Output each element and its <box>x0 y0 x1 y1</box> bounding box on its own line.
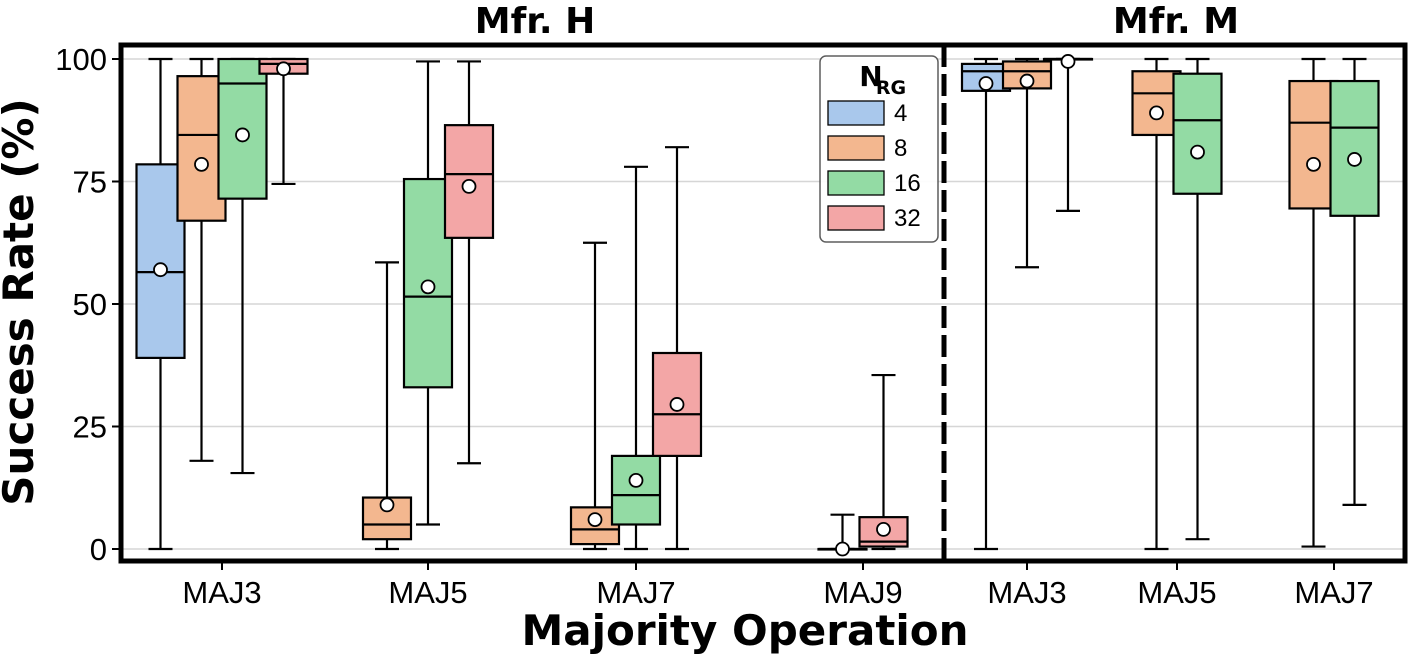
box-mfrh-maj7-n16-mean-marker <box>628 472 644 488</box>
box-mfrh-maj9-n32 <box>858 373 909 551</box>
box-mfrh-maj3-n4-mean-marker <box>153 262 168 278</box>
box-mfrh-maj7-n16-body <box>610 454 662 526</box>
legend-swatch-8 <box>827 135 885 161</box>
box-mfrm-maj3-n16-mean-marker <box>1060 54 1076 69</box>
panel-title-mfr-m: Mfr. M <box>1113 1 1239 42</box>
y-tick-label-0: 0 <box>90 532 107 567</box>
y-tick-label-100: 100 <box>55 42 107 77</box>
box-mfrm-maj7-n16 <box>1329 57 1380 506</box>
panel-title-mfr-h: Mfr. H <box>475 1 595 42</box>
box-mfrh-maj5-n32 <box>443 60 495 465</box>
box-mfrh-maj5-n8-mean-marker <box>379 497 395 513</box>
box-mfrh-maj7-n8-mean-marker <box>587 512 603 527</box>
box-mfrm-maj5-n8-mean-marker <box>1149 105 1164 121</box>
box-mfrm-maj3-n8-mean-marker <box>1019 73 1035 89</box>
y-tick-label-75: 75 <box>73 165 107 200</box>
box-mfrh-maj7-n16 <box>610 165 662 551</box>
box-mfrh-maj3-n8-mean-marker <box>194 156 209 172</box>
box-mfrh-maj7-n32 <box>651 146 703 551</box>
box-mfrh-maj3-n16-body <box>217 57 268 200</box>
box-mfrh-maj9-n16-mean-marker <box>835 541 850 557</box>
x-tick-label-maj5-0: MAJ5 <box>388 575 467 610</box>
box-mfrh-maj3-n32 <box>258 57 309 186</box>
box-mfrh-maj5-n8 <box>361 261 413 551</box>
legend-label-16: 16 <box>894 170 921 197</box>
box-mfrm-maj3-n4-mean-marker <box>978 76 994 91</box>
x-tick-label-maj7-0: MAJ7 <box>596 575 675 610</box>
box-mfrm-maj3-n16 <box>1042 54 1094 212</box>
legend-swatch-4 <box>827 100 885 126</box>
box-mfrh-maj7-n8 <box>569 241 621 551</box>
legend-title-subscript: RG <box>876 77 906 99</box>
x-tick-label-maj3-0: MAJ3 <box>182 575 261 610</box>
legend-label-8: 8 <box>894 135 907 162</box>
box-mfrm-maj7-n8-mean-marker <box>1306 156 1321 172</box>
box-mfrm-maj5-n16-body <box>1172 72 1223 195</box>
legend-swatch-16 <box>827 170 885 196</box>
y-tick-label-25: 25 <box>73 410 107 445</box>
box-mfrh-maj3-n32-mean-marker <box>276 61 291 77</box>
box-mfrh-maj9-n32-mean-marker <box>876 522 891 537</box>
x-tick-label-maj9-0: MAJ9 <box>823 575 902 610</box>
box-mfrm-maj3-n8 <box>1001 57 1053 269</box>
x-tick-label-maj3-1: MAJ3 <box>987 575 1066 610</box>
legend-label-4: 4 <box>894 100 907 127</box>
box-mfrm-maj5-n16 <box>1172 57 1223 541</box>
box-mfrh-maj5-n32-mean-marker <box>461 178 477 194</box>
legend-label-32: 32 <box>894 205 921 232</box>
legend-swatch-32 <box>827 205 885 231</box>
box-mfrh-maj5-n16-mean-marker <box>420 279 436 295</box>
box-mfrh-maj9-n16 <box>817 513 868 557</box>
x-axis-title: Majority Operation <box>521 606 968 655</box>
box-mfrh-maj5-n8-body <box>361 496 413 541</box>
box-mfrh-maj3-n16-mean-marker <box>235 127 250 143</box>
y-tick-label-50: 50 <box>73 287 107 322</box>
axes: 0 25 50 75 100 MAJ3 MAJ5 MAJ7 MAJ9 MAJ3 MAJ5 MAJ7 <box>55 42 1373 610</box>
box-mfrm-maj7-n16-body <box>1329 79 1380 217</box>
box-mfrm-maj5-n16-mean-marker <box>1190 144 1205 160</box>
box-mfrh-maj3-n16 <box>217 57 268 475</box>
box-mfrm-maj7-n16-mean-marker <box>1347 152 1362 167</box>
x-tick-label-maj5-1: MAJ5 <box>1137 575 1216 610</box>
legend-title: N <box>859 60 882 93</box>
box-series <box>135 54 1380 557</box>
box-mfrh-maj7-n32-mean-marker <box>669 397 685 412</box>
y-axis-title: Success Rate (%) <box>0 98 43 505</box>
x-tick-label-maj7-1: MAJ7 <box>1294 575 1373 610</box>
